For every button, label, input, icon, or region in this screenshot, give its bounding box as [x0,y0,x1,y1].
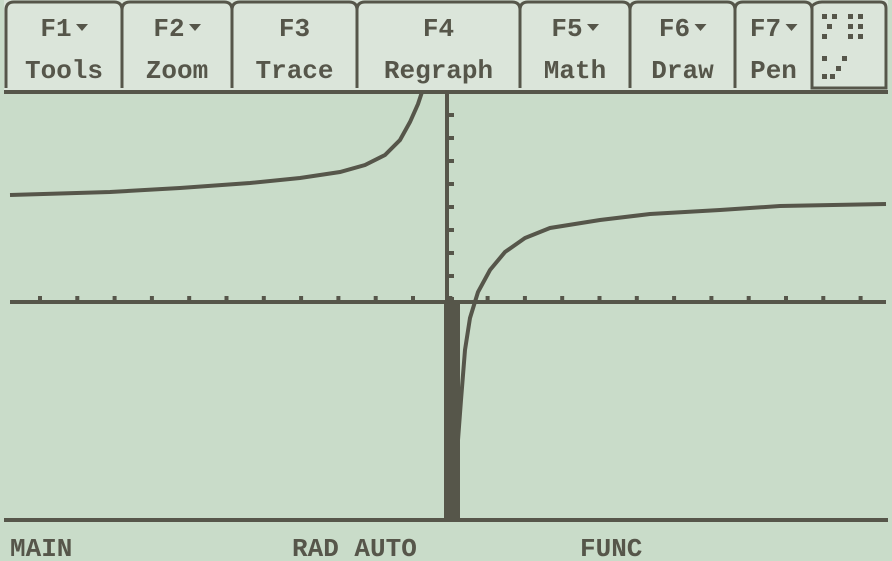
tab-label: Zoom [146,56,208,86]
vertical-asymptote-fill [444,302,460,520]
tab-label: Tools [25,56,103,86]
page: {"toolbar": [ {"key": "F1", "label": "To… [0,0,892,561]
tab-key: F5 [551,14,582,44]
tab-key: F2 [153,14,184,44]
status-folder: MAIN [10,534,72,561]
tab-key: F4 [423,14,454,44]
tab-key: F3 [279,14,310,44]
tab-label: Math [544,56,606,86]
tab-key: F7 [750,14,781,44]
tab-label: Regraph [384,56,493,86]
tab-key: F1 [40,14,71,44]
toolbar: F1 Tools F2 Zoom F3 Trace F4 Regraph F5 Math F6 Dra… [4,0,888,92]
status-angle-mode: RAD AUTO [292,534,417,561]
tab-label: Trace [255,56,333,86]
calculator-screen: F1 Tools F2 Zoom F3 Trace F4 Regraph F5 Math F6 Dra… [0,0,892,561]
status-graph-mode: FUNC [580,534,642,561]
tab-label: Draw [651,56,714,86]
tab-label: Pen [750,56,797,86]
tab-key: F6 [659,14,690,44]
